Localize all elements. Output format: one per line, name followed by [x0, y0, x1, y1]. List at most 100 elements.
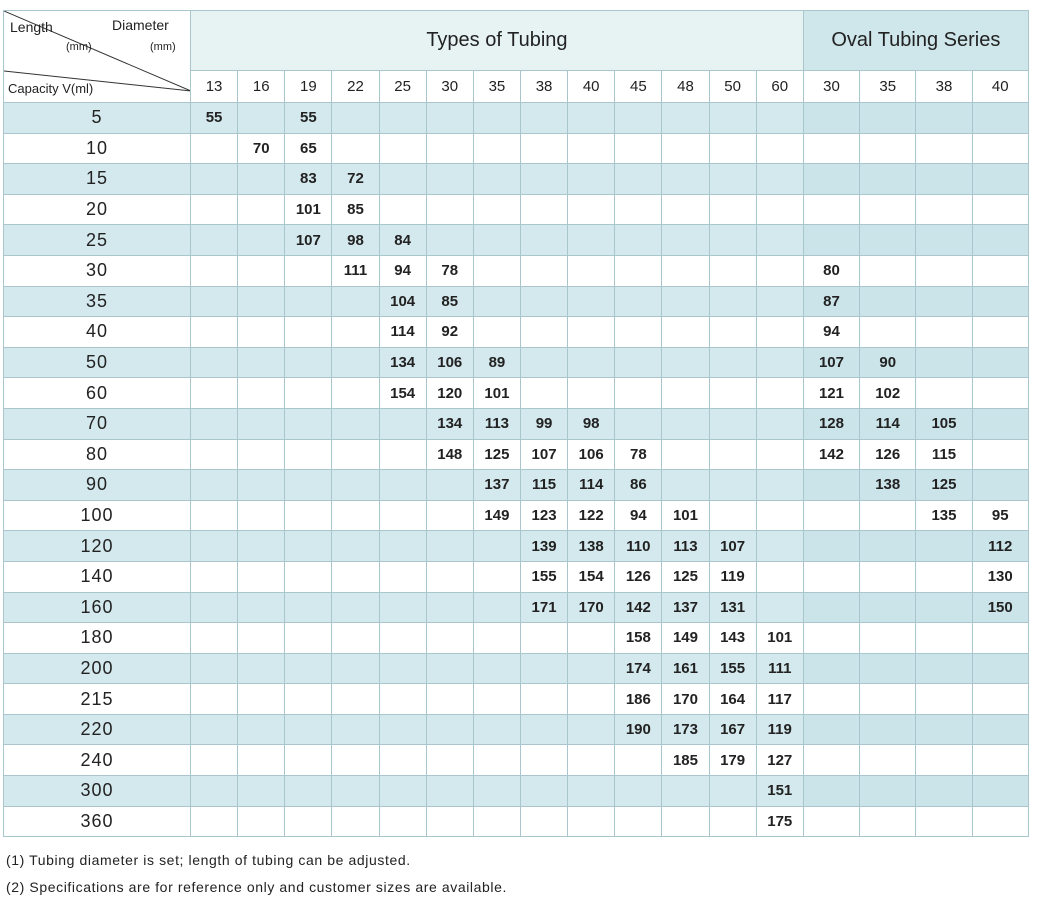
- length-cell: [755, 132, 804, 165]
- length-cell: [472, 744, 521, 777]
- column-header: 40: [971, 70, 1029, 103]
- length-cell: 86: [614, 469, 663, 501]
- length-cell: [567, 132, 616, 165]
- length-cell: [802, 652, 861, 685]
- length-cell: [661, 254, 710, 287]
- length-cell: 114: [378, 316, 427, 348]
- column-header: 25: [378, 70, 427, 103]
- length-cell: [859, 805, 917, 838]
- length-cell: [661, 775, 710, 807]
- length-cell: [755, 254, 804, 287]
- length-cell: 154: [567, 560, 616, 593]
- data-row: 90 137 115 114 86 138 125: [3, 469, 1029, 501]
- length-cell: 137: [472, 469, 521, 501]
- length-cell: [331, 744, 380, 777]
- length-cell: [189, 377, 239, 409]
- length-cell: [802, 622, 861, 654]
- length-cell: [425, 499, 474, 532]
- length-cell: [567, 102, 616, 134]
- length-cell: [661, 102, 710, 134]
- length-cell: [425, 163, 474, 195]
- length-cell: [614, 407, 663, 440]
- length-cell: [708, 193, 757, 226]
- length-cell: [189, 316, 239, 348]
- length-cell: [425, 744, 474, 777]
- length-cell: [915, 285, 973, 318]
- length-cell: [519, 285, 569, 318]
- length-cell: [331, 530, 380, 562]
- length-cell: [971, 438, 1029, 471]
- length-cell: [971, 713, 1029, 746]
- length-cell: [802, 775, 861, 807]
- capacity-cell: 10: [3, 132, 191, 165]
- capacity-cell: 5: [3, 102, 191, 134]
- length-cell: [708, 438, 757, 471]
- length-cell: [425, 224, 474, 256]
- length-cell: [971, 132, 1029, 165]
- length-cell: [472, 652, 521, 685]
- length-cell: [189, 285, 239, 318]
- length-cell: [859, 622, 917, 654]
- length-cell: [237, 346, 286, 379]
- capacity-cell: 50: [3, 346, 191, 379]
- length-cell: [284, 438, 333, 471]
- length-cell: [802, 132, 861, 165]
- length-cell: [519, 346, 569, 379]
- length-cell: [378, 469, 427, 501]
- capacity-cell: 200: [3, 652, 191, 685]
- length-cell: [971, 744, 1029, 777]
- length-cell: [971, 683, 1029, 715]
- capacity-cell: 35: [3, 285, 191, 318]
- length-cell: [567, 224, 616, 256]
- data-row: 25 107 98 84: [3, 224, 1029, 256]
- capacity-cell: 90: [3, 469, 191, 501]
- length-cell: [567, 285, 616, 318]
- length-cell: [567, 652, 616, 685]
- length-cell: [472, 560, 521, 593]
- length-cell: [237, 377, 286, 409]
- length-cell: 138: [567, 530, 616, 562]
- length-cell: [237, 224, 286, 256]
- length-cell: 142: [614, 591, 663, 624]
- capacity-cell: 15: [3, 163, 191, 195]
- column-header: 35: [859, 70, 917, 103]
- length-cell: [331, 560, 380, 593]
- length-cell: [614, 775, 663, 807]
- corner-length-unit: (mm): [66, 41, 92, 53]
- data-row: 80 148 125 107 106 78 142 126 115: [3, 438, 1029, 471]
- length-cell: [378, 591, 427, 624]
- length-cell: [971, 805, 1029, 838]
- length-cell: [661, 469, 710, 501]
- length-cell: [915, 560, 973, 593]
- length-cell: [425, 102, 474, 134]
- length-cell: [519, 744, 569, 777]
- length-cell: [189, 744, 239, 777]
- length-cell: 114: [567, 469, 616, 501]
- length-cell: [614, 102, 663, 134]
- length-cell: [708, 224, 757, 256]
- length-cell: [189, 346, 239, 379]
- length-cell: 101: [755, 622, 804, 654]
- length-cell: [331, 438, 380, 471]
- length-cell: [237, 744, 286, 777]
- length-cell: 107: [802, 346, 861, 379]
- data-row: 40 114 92 94: [3, 316, 1029, 348]
- column-header: 60: [755, 70, 804, 103]
- length-cell: [971, 377, 1029, 409]
- length-cell: [661, 407, 710, 440]
- length-cell: [755, 469, 804, 501]
- length-cell: [614, 193, 663, 226]
- length-cell: 94: [614, 499, 663, 532]
- column-header-row: 13 16 19 22 25 30 35 38 40 45 48 50 60 30 35 38 40: [4, 70, 1029, 103]
- length-cell: [859, 652, 917, 685]
- length-cell: 131: [708, 591, 757, 624]
- length-cell: [519, 132, 569, 165]
- length-cell: [189, 193, 239, 226]
- length-cell: 115: [519, 469, 569, 501]
- length-cell: [189, 530, 239, 562]
- group-header: Oval Tubing Series: [802, 10, 1029, 71]
- length-cell: [802, 163, 861, 195]
- length-cell: [859, 193, 917, 226]
- length-cell: [519, 193, 569, 226]
- length-cell: 185: [661, 744, 710, 777]
